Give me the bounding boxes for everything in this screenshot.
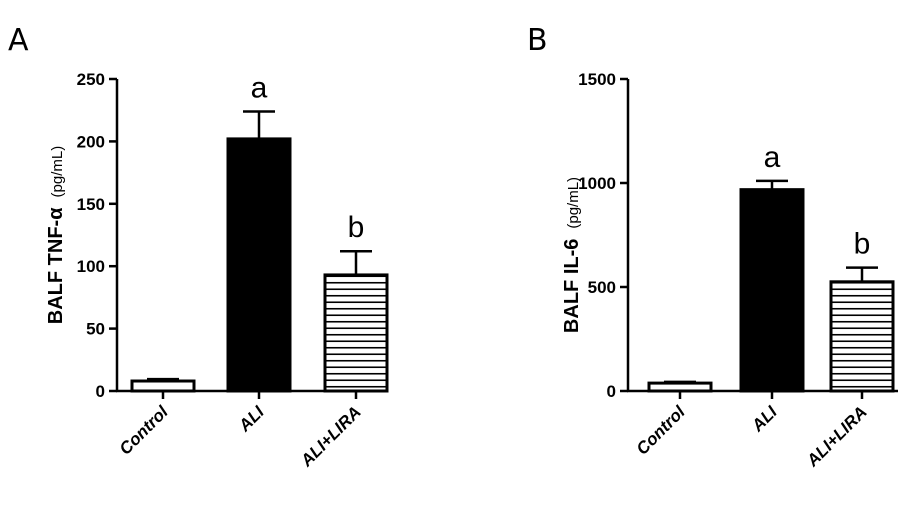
svg-text:BALF IL-6 (pg/mL): BALF IL-6 (pg/mL) [561,177,583,333]
category-label: Control [633,401,690,458]
category-label: Control [116,401,173,458]
y-axis-label-main: BALF TNF-α [45,207,67,324]
category-labels: Control ALI ALI+LIRA [633,401,871,470]
y-tick-label: 250 [77,70,105,89]
bar-ali [739,188,805,393]
category-label: ALI+LIRA [296,402,365,471]
category-labels: Control ALI ALI+LIRA [116,401,365,470]
y-axis-label-main: BALF IL-6 [561,239,583,333]
y-tick-label: 500 [588,278,616,297]
bars [647,188,895,393]
y-tick-label: 150 [77,195,105,214]
y-axis-label: BALF TNF-α (pg/mL) [45,146,67,324]
bar-control [647,381,713,393]
y-axis-label-unit: (pg/mL) [49,146,66,198]
y-axis-label-unit: (pg/mL) [565,177,582,229]
category-label: ALI [747,401,781,435]
bar-control [130,379,196,393]
significance-label: a [251,71,268,104]
significance-labels: ab [251,71,365,244]
bar-ali-lira [323,273,389,393]
svg-text:BALF TNF-α (pg/mL): BALF TNF-α (pg/mL) [45,146,67,324]
y-tick-label: 1500 [578,70,616,89]
significance-label: b [348,211,365,244]
significance-label: a [764,141,781,174]
bars [130,137,389,393]
significance-labels: ab [764,141,871,261]
y-tick-label: 50 [86,320,105,339]
y-tick-label: 100 [77,257,105,276]
panel-letter: A [8,23,29,58]
y-tick-label: 200 [77,132,105,151]
y-tick-label: 0 [96,382,105,401]
error-bars [664,179,878,384]
category-label: ALI+LIRA [802,402,871,471]
category-label: ALI [234,401,268,435]
y-tick-label: 0 [607,382,616,401]
bar-ali [226,137,292,393]
y-tick-label: 1000 [578,174,616,193]
bar-ali-lira [829,280,895,393]
y-axis-label: BALF IL-6 (pg/mL) [561,177,583,333]
significance-label: b [854,228,871,261]
error-bars [147,110,372,382]
panel-letter: B [527,23,548,58]
